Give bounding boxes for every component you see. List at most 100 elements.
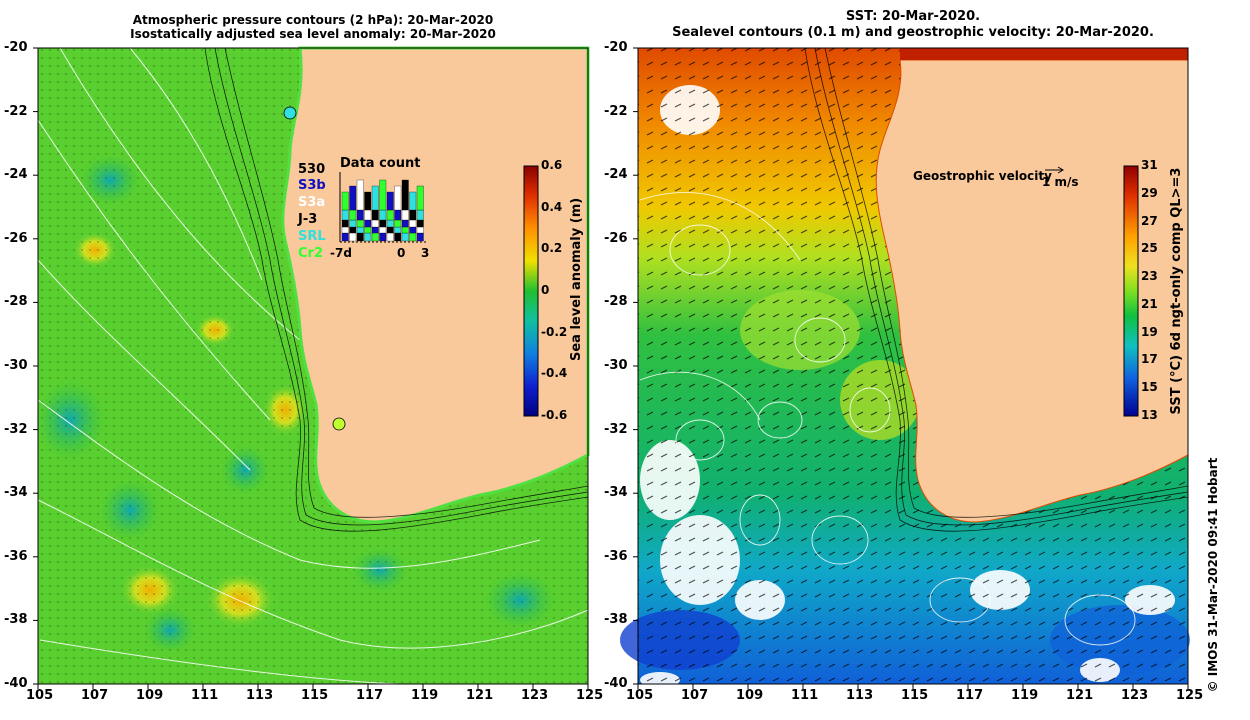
data-count-inset	[339, 172, 427, 243]
left-xtick: 117	[356, 688, 384, 703]
left-ytick: -40	[4, 676, 28, 691]
sla-colorbar-tick: -0.4	[541, 366, 568, 381]
inset-bar-segment	[349, 185, 357, 211]
inset-bar-segment	[416, 232, 424, 242]
left-ytick: -38	[4, 612, 28, 628]
credit-text: © IMOS 31-Mar-2020 09:41 Hobart	[1206, 457, 1220, 693]
sst-map	[620, 47, 1190, 688]
right-ytick: -22	[604, 103, 628, 119]
inset-bar-segment	[364, 209, 372, 221]
left-ytick: -28	[4, 294, 28, 310]
right-ytick: -30	[604, 358, 628, 373]
inset-bar-segment	[386, 226, 394, 234]
inset-legend-item: Cr2	[298, 246, 323, 261]
left-ytick: -22	[4, 103, 28, 119]
inset-bar-segment	[394, 185, 402, 211]
inset-bar-segment	[409, 226, 417, 234]
inset-bar-segment	[341, 232, 349, 242]
sla-colorbar-tick: -0.6	[541, 408, 568, 422]
sla-colorbar-tick: 0	[541, 283, 550, 297]
inset-bar-segment	[371, 226, 379, 234]
sla-colorbar-tick: -0.2	[541, 324, 568, 339]
sst-colorbar-tick: 13	[1141, 408, 1158, 422]
inset-bar-segment	[401, 226, 409, 234]
inset-bar-segment	[386, 219, 394, 228]
inset-bar-segment	[356, 226, 364, 234]
sst-colorbar-tick: 19	[1141, 324, 1158, 339]
left-title-line1: Atmospheric pressure contours (2 hPa): 2…	[132, 13, 494, 27]
sst-colorbar-tick: 15	[1141, 380, 1158, 395]
inset-bar-segment	[341, 209, 349, 221]
inset-legend-item: J-3	[298, 212, 318, 227]
inset-bar-segment	[401, 179, 409, 211]
left-ytick: -36	[4, 548, 28, 564]
sst-colorbar-tick: 31	[1141, 158, 1158, 172]
sla-colorbar-tick: 0.4	[541, 199, 563, 214]
sst-colorbar-tick: 23	[1141, 269, 1158, 284]
inset-bar-segment	[416, 226, 424, 234]
right-title-line1: SST: 20-Mar-2020.	[845, 9, 981, 24]
right-xtick: 107	[681, 688, 709, 703]
right-ytick: -32	[604, 421, 628, 437]
sst-colorbar	[1123, 165, 1139, 417]
right-ytick: -26	[604, 230, 628, 246]
inset-title: Data count	[340, 156, 421, 171]
left-ytick: -26	[4, 230, 28, 246]
left-xtick: 123	[521, 688, 549, 703]
inset-bar-segment	[416, 185, 424, 211]
inset-bar-segment	[394, 226, 402, 234]
sst-colorbar-tick: 21	[1141, 296, 1158, 311]
velocity-scale: 1 m/s	[1042, 175, 1079, 189]
inset-bar-segment	[379, 179, 387, 211]
inset-bar-segment	[386, 232, 394, 242]
left-xtick: 113	[246, 688, 274, 703]
right-xtick: 121	[1066, 688, 1094, 703]
inset-bar-segment	[356, 209, 364, 221]
inset-bar-segment	[386, 209, 394, 221]
right-xtick: 113	[846, 688, 874, 703]
sst-colorbar-label: SST (°C) 6d ngt-only comp QL>=3	[1169, 167, 1184, 415]
inset-bar-segment	[341, 226, 349, 234]
left-title-line2: Isostatically adjusted sea level anomaly…	[130, 27, 496, 41]
sst-colorbar-tick: 17	[1141, 352, 1158, 367]
right-xtick: 119	[1011, 688, 1039, 703]
right-ytick: -28	[604, 294, 628, 310]
right-xtick: 123	[1121, 688, 1149, 703]
right-xtick: 115	[901, 688, 929, 703]
inset-bar-segment	[364, 226, 372, 234]
right-xtick: 117	[956, 688, 984, 703]
inset-bar-segment	[341, 219, 349, 228]
inset-xtick-1: 0	[397, 246, 406, 260]
sla-colorbar-label: Sea level anomaly (m)	[569, 197, 584, 361]
inset-bar-segment	[409, 219, 417, 228]
right-ytick: -40	[604, 676, 628, 691]
sla-colorbar	[523, 165, 539, 417]
inset-xtick-0: -7d	[330, 246, 352, 260]
left-xtick: 115	[301, 688, 329, 703]
left-ytick: -32	[4, 421, 28, 437]
left-xtick: 109	[136, 688, 164, 703]
inset-bar-segment	[356, 179, 364, 211]
left-xtick: 121	[466, 688, 494, 703]
inset-bar-segment	[341, 191, 349, 211]
inset-bar-segment	[364, 232, 372, 242]
right-xtick: 109	[736, 688, 764, 703]
sst-colorbar-tick: 29	[1141, 185, 1158, 200]
inset-bar-segment	[409, 191, 417, 211]
right-ytick: -20	[604, 40, 628, 55]
sla-colorbar-tick: 0.2	[541, 241, 563, 256]
inset-bar-segment	[356, 232, 364, 242]
right-ytick: -34	[604, 485, 628, 501]
left-ytick: -30	[4, 358, 28, 373]
sst-colorbar-tick: 27	[1141, 213, 1158, 228]
inset-bar-segment	[356, 219, 364, 228]
inset-bar-segment	[364, 219, 372, 228]
left-xtick: 111	[191, 688, 219, 703]
inset-bar-segment	[401, 232, 409, 242]
inset-xtick-2: 3	[421, 246, 430, 260]
inset-bar-segment	[409, 232, 417, 242]
sla-map	[35, 46, 590, 685]
inset-legend-item: S3a	[298, 195, 326, 210]
right-ytick: -36	[604, 548, 628, 564]
left-xtick: 107	[81, 688, 109, 703]
